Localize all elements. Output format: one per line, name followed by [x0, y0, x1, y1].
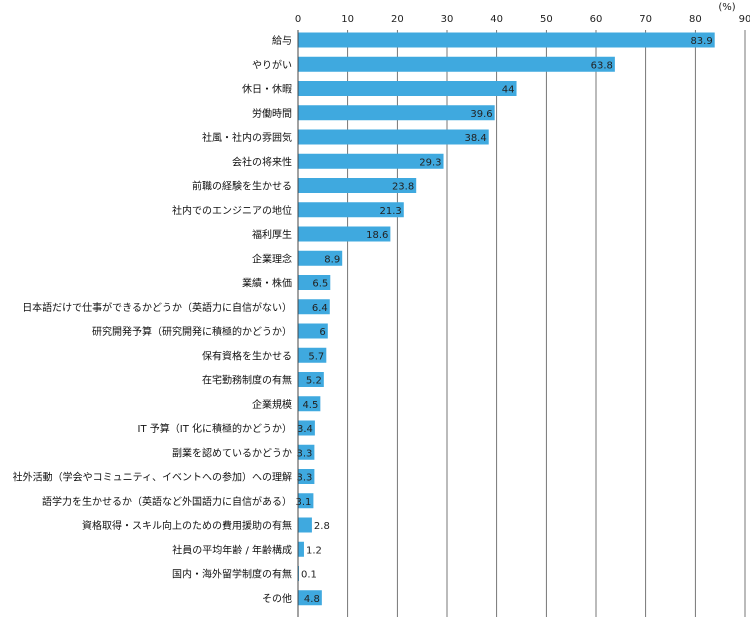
x-tick-label: 20: [391, 14, 404, 25]
bar: [298, 178, 417, 193]
category-label: 日本語だけで仕事ができるかどうか（英語力に自信がない）: [22, 301, 292, 314]
value-label: 2.8: [314, 521, 330, 532]
value-label: 3.1: [295, 497, 311, 508]
bar: [298, 56, 615, 72]
value-label: 6.5: [312, 279, 328, 290]
bar: [298, 105, 495, 121]
x-tick-label: 0: [295, 14, 301, 25]
category-label: 業績・株価: [242, 277, 292, 290]
bar: [298, 202, 404, 218]
bar: [298, 153, 444, 169]
value-label: 4.8: [304, 594, 320, 605]
category-label: 休日・休暇: [242, 84, 292, 96]
bar: [298, 129, 489, 145]
category-label: 会社の将来性: [232, 155, 292, 168]
value-label: 63.8: [591, 60, 613, 71]
category-label: 社外活動（学会やコミュニティ、イベントへの参加）への理解: [13, 471, 292, 484]
bar: [298, 347, 327, 363]
x-tick-label: 50: [540, 14, 553, 25]
value-label: 0.1: [301, 570, 317, 581]
category-label: その他: [262, 592, 292, 605]
x-tick-label: 10: [341, 14, 354, 25]
bar: [298, 81, 517, 96]
bar: [298, 444, 315, 460]
bar: [298, 32, 715, 48]
value-label: 21.3: [380, 206, 402, 217]
x-tick-label: 80: [689, 14, 702, 25]
value-label: 23.8: [392, 182, 414, 193]
category-label: IT 予算（IT 化に積極的かどうか）: [138, 422, 292, 435]
gridlines: [347, 30, 746, 617]
x-tick-label: 30: [441, 14, 454, 25]
value-label: 5.7: [308, 351, 324, 362]
bar: [298, 590, 322, 606]
category-label: 語学力を生かせるか（英語など外国語力に自信がある）: [42, 495, 292, 508]
category-label: 研究開発予算（研究開発に積極的かどうか）: [92, 325, 292, 338]
category-label: 前職の経験を生かせる: [192, 180, 292, 193]
value-labels: 83.9 63.8 44 39.6 38.4 29.3 23.8 21.3 18.6 8.9 6.5…: [295, 36, 712, 605]
bar: [298, 323, 328, 339]
category-label: 社内でのエンジニアの地位: [172, 204, 292, 217]
bar: [298, 493, 314, 509]
value-label: 44: [502, 85, 515, 96]
category-label: 企業規模: [252, 398, 292, 411]
x-tick-labels: 0 10 20 30 40 50 60 70 80 90: [295, 14, 750, 25]
bar: [298, 541, 304, 557]
value-label: 29.3: [419, 157, 441, 168]
category-label: 社員の平均年齢 / 年齢構成: [172, 543, 292, 556]
category-label: 給与: [272, 34, 292, 47]
bar: [298, 299, 330, 315]
category-label: 保有資格を生かせる: [202, 349, 292, 362]
category-label: やりがい: [252, 58, 292, 71]
value-label: 1.2: [306, 545, 322, 556]
value-label: 6.4: [312, 303, 328, 314]
value-label: 3.3: [296, 473, 312, 484]
bar: [298, 517, 312, 533]
value-label: 39.6: [470, 109, 492, 120]
value-label: 38.4: [464, 133, 486, 144]
unit-label: (%): [718, 2, 735, 13]
category-label: 副業を認めているかどうか: [172, 446, 292, 459]
bars: [298, 32, 715, 606]
category-label: 福利厚生: [252, 228, 292, 241]
value-label: 83.9: [690, 36, 712, 47]
value-label: 6: [319, 327, 325, 338]
bar: [298, 226, 391, 242]
bar: [298, 372, 324, 387]
bar: [298, 396, 321, 412]
bar: [298, 250, 343, 266]
value-label: 3.4: [297, 424, 313, 435]
x-tick-label: 40: [490, 14, 503, 25]
category-label: 国内・海外留学制度の有無: [172, 568, 292, 581]
category-label: 社風・社内の雰囲気: [202, 131, 292, 144]
category-label: 在宅勤務制度の有無: [202, 374, 292, 387]
value-label: 4.5: [302, 400, 318, 411]
value-label: 18.6: [366, 230, 388, 241]
category-label: 企業理念: [252, 252, 292, 265]
category-label: 労働時間: [252, 107, 292, 120]
category-labels: 給与やりがい休日・休暇労働時間社風・社内の雰囲気会社の将来性前職の経験を生かせる…: [13, 34, 292, 605]
bar: [298, 275, 331, 290]
bar: [298, 420, 315, 436]
x-tick-label: 70: [639, 14, 652, 25]
bar: [298, 469, 315, 484]
x-tick-label: 60: [590, 14, 603, 25]
category-label: 資格取得・スキル向上のための費用援助の有無: [82, 519, 292, 532]
value-label: 3.3: [296, 448, 312, 459]
value-label: 5.2: [306, 376, 322, 387]
value-label: 8.9: [324, 254, 340, 265]
x-tick-label: 90: [739, 14, 750, 25]
